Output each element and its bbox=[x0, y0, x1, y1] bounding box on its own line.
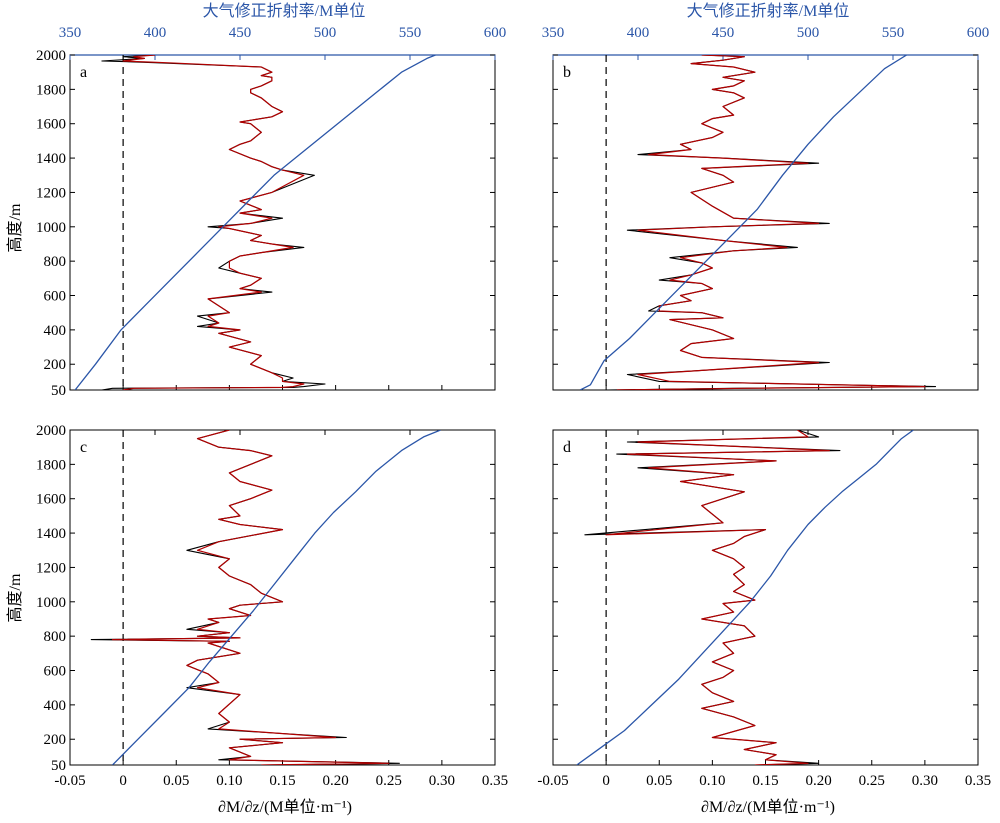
panel-a: 50 200 400 600 800 1000 1200 1400 1600 1800 2000 35… bbox=[36, 25, 506, 399]
x-tick-label: 0.20 bbox=[806, 773, 832, 789]
top-tick-label: 450 bbox=[712, 25, 735, 41]
panel-label: b bbox=[563, 64, 571, 81]
y-tick-label: 1600 bbox=[36, 117, 66, 133]
x-tick-label: 0.30 bbox=[429, 773, 455, 789]
series-dMdz_raw bbox=[101, 55, 326, 390]
y-tick-label: 600 bbox=[44, 289, 67, 305]
top-tick-label: 350 bbox=[59, 25, 82, 41]
series-M_profile bbox=[112, 430, 441, 765]
x-tick-label: 0.15 bbox=[752, 773, 778, 789]
x-tick-label: -0.05 bbox=[537, 773, 568, 789]
left-axis-title-top: 高度/m bbox=[6, 203, 24, 252]
bottom-axis-title-right: ∂M/∂z/(M单位·m⁻¹) bbox=[701, 798, 835, 816]
y-tick-label: 1400 bbox=[36, 151, 66, 167]
y-tick-label: 200 bbox=[44, 357, 67, 373]
top-tick-label: 550 bbox=[882, 25, 905, 41]
y-tick-label: 1800 bbox=[36, 82, 66, 98]
y-tick-label: 2000 bbox=[36, 423, 66, 439]
y-tick-label: 50 bbox=[51, 383, 66, 399]
y-tick-label: 1000 bbox=[36, 595, 66, 611]
y-tick-label: 1000 bbox=[36, 220, 66, 236]
x-tick-label: 0.35 bbox=[965, 773, 991, 789]
x-tick-label: 0.10 bbox=[216, 773, 242, 789]
data-lines bbox=[74, 55, 436, 390]
y-tick-label: 400 bbox=[44, 323, 67, 339]
data-lines bbox=[90, 430, 441, 765]
top-tick-label: 500 bbox=[797, 25, 820, 41]
top-tick-label: 600 bbox=[967, 25, 990, 41]
plot-frame bbox=[69, 54, 496, 391]
series-dMdz_smooth bbox=[616, 55, 926, 390]
x-tick-label: 0.05 bbox=[163, 773, 189, 789]
bottom-axis-title-left: ∂M/∂z/(M单位·m⁻¹) bbox=[218, 798, 352, 816]
y-tick-label: 600 bbox=[44, 664, 67, 680]
panel-b: 350 400 450 500 550 600 b bbox=[542, 25, 990, 391]
series-dMdz_smooth bbox=[111, 430, 390, 765]
series-dMdz_raw bbox=[606, 55, 937, 390]
panel-d: -0.05 0 0.05 0.10 0.15 0.20 0.25 0.30 0.35 d bbox=[537, 429, 991, 789]
top-axis-title-left: 大气修正折射率/M单位 bbox=[203, 2, 366, 20]
x-tick-label: 0.20 bbox=[323, 773, 349, 789]
x-tick-label: 0 bbox=[119, 773, 127, 789]
x-tick-label: 0.25 bbox=[859, 773, 885, 789]
top-tick-label: 550 bbox=[399, 25, 422, 41]
panels: 5020040060080010001200140016001800200035… bbox=[36, 25, 991, 789]
y-tick-label: 1800 bbox=[36, 457, 66, 473]
series-M_profile bbox=[74, 55, 436, 390]
top-tick-label: 400 bbox=[144, 25, 167, 41]
plot-frame bbox=[552, 429, 979, 766]
y-tick-label: 2000 bbox=[36, 48, 66, 64]
panel-c: 50 200 400 600 800 1000 1200 1400 1600 1800 2000 -0… bbox=[36, 423, 508, 789]
panel-label: a bbox=[80, 64, 87, 81]
x-tick-label: 0.15 bbox=[269, 773, 295, 789]
y-tick-label: 1400 bbox=[36, 526, 66, 542]
x-tick-label: 0.25 bbox=[376, 773, 402, 789]
x-tick-label: 0.35 bbox=[482, 773, 508, 789]
y-tick-label: 800 bbox=[44, 629, 67, 645]
x-tick-label: 0.10 bbox=[699, 773, 725, 789]
top-tick-label: 450 bbox=[229, 25, 252, 41]
top-tick-label: 400 bbox=[627, 25, 650, 41]
left-axis-title-bottom: 高度/m bbox=[6, 573, 24, 622]
top-axis-title-right: 大气修正折射率/M单位 bbox=[687, 2, 850, 20]
y-tick-label: 1600 bbox=[36, 492, 66, 508]
y-tick-label: 1200 bbox=[36, 185, 66, 201]
series-M_profile bbox=[576, 430, 914, 765]
series-dMdz_smooth bbox=[122, 55, 305, 390]
data-lines bbox=[576, 430, 914, 765]
series-dMdz_smooth bbox=[605, 430, 830, 765]
y-tick-label: 50 bbox=[51, 758, 66, 774]
top-tick-label: 350 bbox=[542, 25, 565, 41]
y-tick-label: 800 bbox=[44, 254, 67, 270]
panel-label: d bbox=[563, 439, 571, 456]
plot-frame bbox=[552, 54, 979, 391]
series-dMdz_raw bbox=[584, 430, 841, 765]
y-tick-label: 1200 bbox=[36, 560, 66, 576]
y-tick-label: 200 bbox=[44, 732, 67, 748]
panel-label: c bbox=[80, 439, 87, 456]
y-tick-label: 400 bbox=[44, 698, 67, 714]
x-tick-label: 0 bbox=[602, 773, 610, 789]
x-tick-label: -0.05 bbox=[54, 773, 85, 789]
x-tick-label: 0.30 bbox=[912, 773, 938, 789]
x-tick-label: 0.05 bbox=[646, 773, 672, 789]
data-lines bbox=[579, 55, 937, 390]
series-M_profile bbox=[579, 55, 907, 390]
top-tick-label: 600 bbox=[484, 25, 507, 41]
top-tick-label: 500 bbox=[314, 25, 337, 41]
series-dMdz_raw bbox=[90, 430, 400, 765]
plot-frame bbox=[69, 429, 496, 766]
